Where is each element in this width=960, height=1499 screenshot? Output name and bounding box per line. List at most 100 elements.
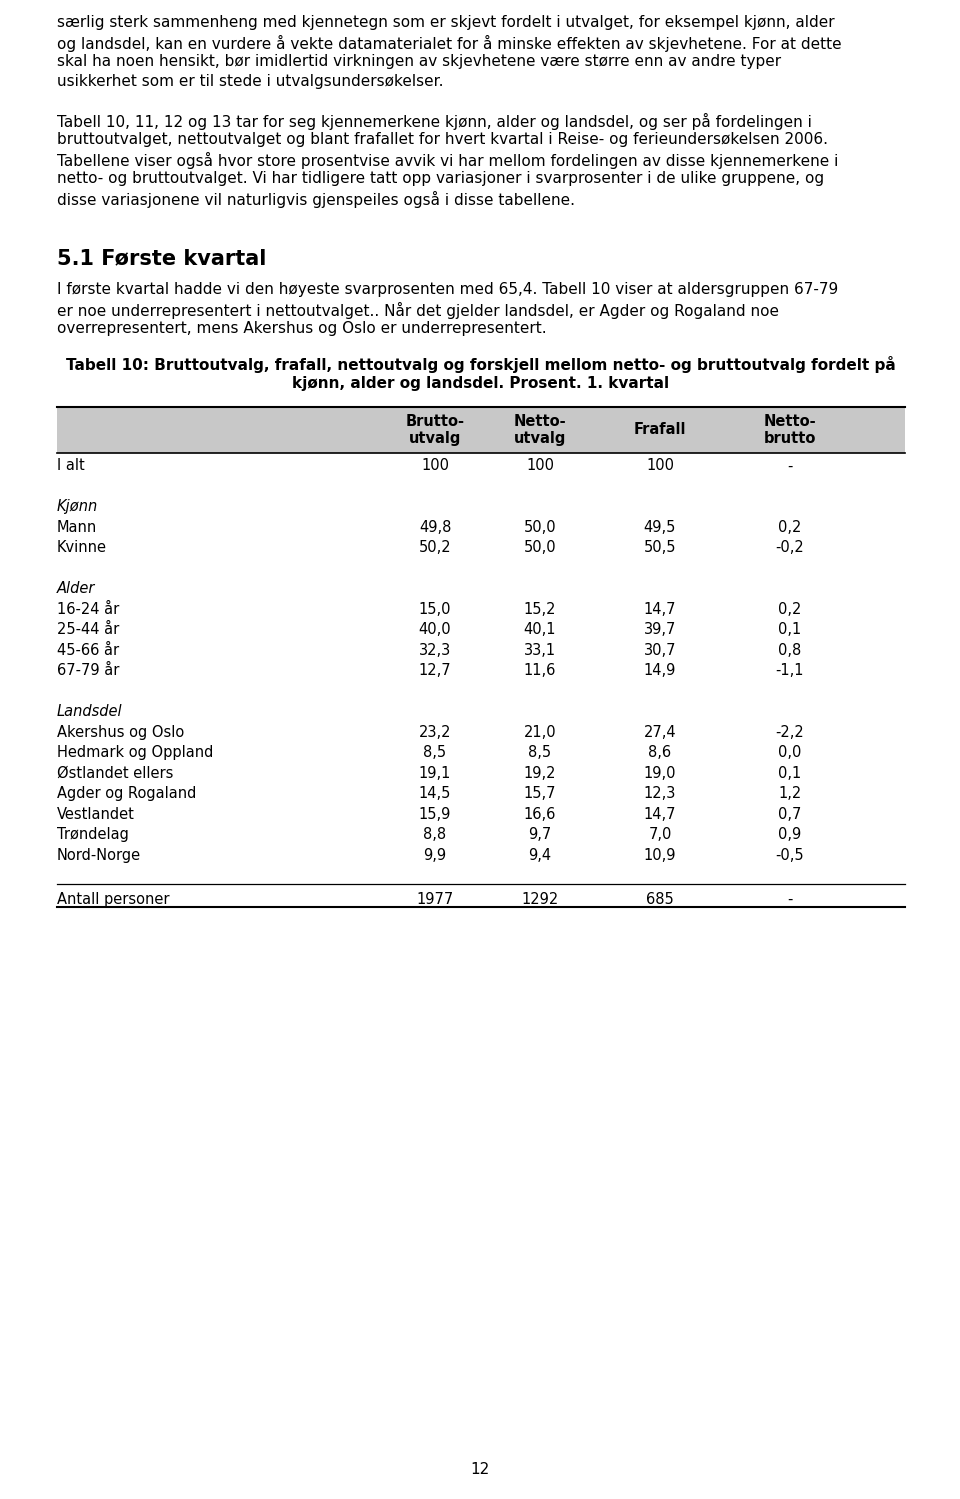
Text: 14,9: 14,9 xyxy=(644,664,676,679)
Text: 15,9: 15,9 xyxy=(419,806,451,821)
Text: Brutto-: Brutto- xyxy=(405,414,465,429)
Text: Kjønn: Kjønn xyxy=(57,499,98,514)
Text: 0,8: 0,8 xyxy=(779,643,802,658)
Text: -2,2: -2,2 xyxy=(776,726,804,741)
Text: Tabell 10, 11, 12 og 13 tar for seg kjennemerkene kjønn, alder og landsdel, og s: Tabell 10, 11, 12 og 13 tar for seg kjen… xyxy=(57,112,812,129)
Text: Nord-Norge: Nord-Norge xyxy=(57,848,141,863)
Text: -0,5: -0,5 xyxy=(776,848,804,863)
Text: Agder og Rogaland: Agder og Rogaland xyxy=(57,787,197,802)
Text: 16,6: 16,6 xyxy=(524,806,556,821)
Text: Tabellene viser også hvor store prosentvise avvik vi har mellom fordelingen av d: Tabellene viser også hvor store prosentv… xyxy=(57,151,838,168)
Text: 33,1: 33,1 xyxy=(524,643,556,658)
Text: 9,9: 9,9 xyxy=(423,848,446,863)
Text: overrepresentert, mens Akershus og Oslo er underrepresentert.: overrepresentert, mens Akershus og Oslo … xyxy=(57,321,546,336)
Text: 100: 100 xyxy=(646,459,674,474)
Text: 15,2: 15,2 xyxy=(524,601,556,616)
Text: 8,8: 8,8 xyxy=(423,827,446,842)
Text: -0,2: -0,2 xyxy=(776,540,804,555)
Text: 14,7: 14,7 xyxy=(644,601,676,616)
Text: 5.1 Første kvartal: 5.1 Første kvartal xyxy=(57,247,266,268)
Text: 15,0: 15,0 xyxy=(419,601,451,616)
Text: brutto: brutto xyxy=(764,432,816,447)
Text: 100: 100 xyxy=(526,459,554,474)
Text: usikkerhet som er til stede i utvalgsundersøkelser.: usikkerhet som er til stede i utvalgsund… xyxy=(57,73,444,88)
Text: særlig sterk sammenheng med kjennetegn som er skjevt fordelt i utvalget, for eks: særlig sterk sammenheng med kjennetegn s… xyxy=(57,15,834,30)
Text: 0,1: 0,1 xyxy=(779,766,802,781)
Text: 40,1: 40,1 xyxy=(524,622,556,637)
Text: I første kvartal hadde vi den høyeste svarprosenten med 65,4. Tabell 10 viser at: I første kvartal hadde vi den høyeste sv… xyxy=(57,282,838,297)
Text: Østlandet ellers: Østlandet ellers xyxy=(57,766,174,781)
Text: Antall personer: Antall personer xyxy=(57,892,170,907)
Text: 0,9: 0,9 xyxy=(779,827,802,842)
Text: -: - xyxy=(787,892,793,907)
Text: 1,2: 1,2 xyxy=(779,787,802,802)
Text: -: - xyxy=(787,459,793,474)
Text: Netto-: Netto- xyxy=(764,414,816,429)
Text: 0,2: 0,2 xyxy=(779,601,802,616)
Text: 50,2: 50,2 xyxy=(419,540,451,555)
Text: skal ha noen hensikt, bør imidlertid virkningen av skjevhetene være større enn a: skal ha noen hensikt, bør imidlertid vir… xyxy=(57,54,781,69)
Text: 23,2: 23,2 xyxy=(419,726,451,741)
Text: 15,7: 15,7 xyxy=(524,787,556,802)
Text: 8,5: 8,5 xyxy=(528,745,552,760)
Text: 0,1: 0,1 xyxy=(779,622,802,637)
Text: bruttoutvalget, nettoutvalget og blant frafallet for hvert kvartal i Reise- og f: bruttoutvalget, nettoutvalget og blant f… xyxy=(57,132,828,147)
Text: 19,2: 19,2 xyxy=(524,766,556,781)
Text: 16-24 år: 16-24 år xyxy=(57,601,119,616)
Text: Hedmark og Oppland: Hedmark og Oppland xyxy=(57,745,213,760)
Text: Frafall: Frafall xyxy=(634,423,686,438)
Text: -1,1: -1,1 xyxy=(776,664,804,679)
Text: 14,7: 14,7 xyxy=(644,806,676,821)
Text: 9,4: 9,4 xyxy=(528,848,552,863)
Text: 19,0: 19,0 xyxy=(644,766,676,781)
Text: 11,6: 11,6 xyxy=(524,664,556,679)
Text: 8,6: 8,6 xyxy=(648,745,672,760)
Text: Tabell 10: Bruttoutvalg, frafall, nettoutvalg og forskjell mellom netto- og brut: Tabell 10: Bruttoutvalg, frafall, nettou… xyxy=(66,357,896,373)
Text: 27,4: 27,4 xyxy=(644,726,676,741)
Text: Alder: Alder xyxy=(57,582,95,597)
Text: 9,7: 9,7 xyxy=(528,827,552,842)
Text: 45-66 år: 45-66 år xyxy=(57,643,119,658)
Text: 7,0: 7,0 xyxy=(648,827,672,842)
Text: Vestlandet: Vestlandet xyxy=(57,806,134,821)
Text: 21,0: 21,0 xyxy=(524,726,556,741)
Text: 19,1: 19,1 xyxy=(419,766,451,781)
Text: 1292: 1292 xyxy=(521,892,559,907)
Text: netto- og bruttoutvalget. Vi har tidligere tatt opp variasjoner i svarprosenter : netto- og bruttoutvalget. Vi har tidlige… xyxy=(57,171,824,186)
Text: 12,7: 12,7 xyxy=(419,664,451,679)
Text: utvalg: utvalg xyxy=(409,432,461,447)
Text: disse variasjonene vil naturligvis gjenspeiles også i disse tabellene.: disse variasjonene vil naturligvis gjens… xyxy=(57,190,575,207)
Bar xyxy=(57,408,905,453)
Text: 0,0: 0,0 xyxy=(779,745,802,760)
Text: Landsdel: Landsdel xyxy=(57,705,123,720)
Text: 12,3: 12,3 xyxy=(644,787,676,802)
Text: 49,5: 49,5 xyxy=(644,520,676,535)
Text: 30,7: 30,7 xyxy=(644,643,676,658)
Text: 0,7: 0,7 xyxy=(779,806,802,821)
Text: 40,0: 40,0 xyxy=(419,622,451,637)
Text: 50,0: 50,0 xyxy=(524,540,556,555)
Text: 685: 685 xyxy=(646,892,674,907)
Text: og landsdel, kan en vurdere å vekte datamaterialet for å minske effekten av skje: og landsdel, kan en vurdere å vekte data… xyxy=(57,34,842,51)
Text: 67-79 år: 67-79 år xyxy=(57,664,119,679)
Text: 12: 12 xyxy=(470,1462,490,1477)
Text: 8,5: 8,5 xyxy=(423,745,446,760)
Text: Trøndelag: Trøndelag xyxy=(57,827,129,842)
Text: I alt: I alt xyxy=(57,459,84,474)
Text: 50,0: 50,0 xyxy=(524,520,556,535)
Text: 39,7: 39,7 xyxy=(644,622,676,637)
Text: 50,5: 50,5 xyxy=(644,540,676,555)
Text: 14,5: 14,5 xyxy=(419,787,451,802)
Text: Netto-: Netto- xyxy=(514,414,566,429)
Text: 1977: 1977 xyxy=(417,892,454,907)
Text: kjønn, alder og landsdel. Prosent. 1. kvartal: kjønn, alder og landsdel. Prosent. 1. kv… xyxy=(293,376,669,391)
Text: 49,8: 49,8 xyxy=(419,520,451,535)
Text: 10,9: 10,9 xyxy=(644,848,676,863)
Text: 25-44 år: 25-44 år xyxy=(57,622,119,637)
Text: 100: 100 xyxy=(421,459,449,474)
Text: 0,2: 0,2 xyxy=(779,520,802,535)
Text: utvalg: utvalg xyxy=(514,432,566,447)
Text: Kvinne: Kvinne xyxy=(57,540,107,555)
Text: Mann: Mann xyxy=(57,520,97,535)
Text: er noe underrepresentert i nettoutvalget.. Når det gjelder landsdel, er Agder og: er noe underrepresentert i nettoutvalget… xyxy=(57,301,779,318)
